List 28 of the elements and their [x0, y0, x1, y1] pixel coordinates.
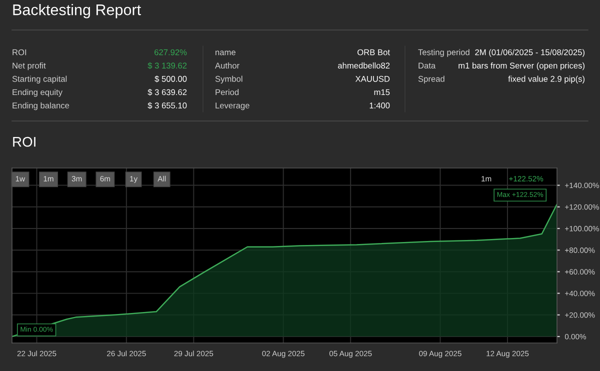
text: 627.92%: [154, 49, 187, 56]
text: name: [216, 50, 236, 56]
text: $ 3 655.10: [148, 102, 187, 109]
chart-title: ROI: [13, 136, 36, 147]
text: $ 500.00: [154, 76, 187, 82]
text: $ 3 639.62: [148, 88, 187, 96]
text: m15: [374, 89, 390, 96]
text: Starting capital: [12, 76, 67, 84]
text: XAUUSD: [355, 76, 390, 82]
text: Author: [215, 62, 240, 69]
text: Testing period: [418, 49, 470, 57]
text: Symbol: [215, 76, 242, 84]
text: 2M (01/06/2025 - 15/08/2025): [475, 49, 584, 57]
text: Backtesting Report: [13, 4, 141, 18]
text: Period: [216, 89, 239, 96]
text: Ending balance: [12, 102, 70, 110]
text: Ending equity: [12, 89, 62, 97]
text: Net profit: [12, 62, 46, 70]
text: Leverage: [216, 102, 250, 110]
text: m1 bars from Server (open prices): [458, 62, 584, 70]
text: fixed value 2.9 pip(s): [508, 76, 584, 84]
text: $ 3 139.62: [148, 62, 187, 70]
text: ROI: [12, 49, 26, 56]
text: Spread: [418, 76, 444, 84]
text: 1:400: [370, 102, 390, 108]
text: Data: [418, 62, 436, 69]
text: ORB Bot: [358, 49, 390, 56]
text: ahmedbello82: [338, 62, 390, 69]
